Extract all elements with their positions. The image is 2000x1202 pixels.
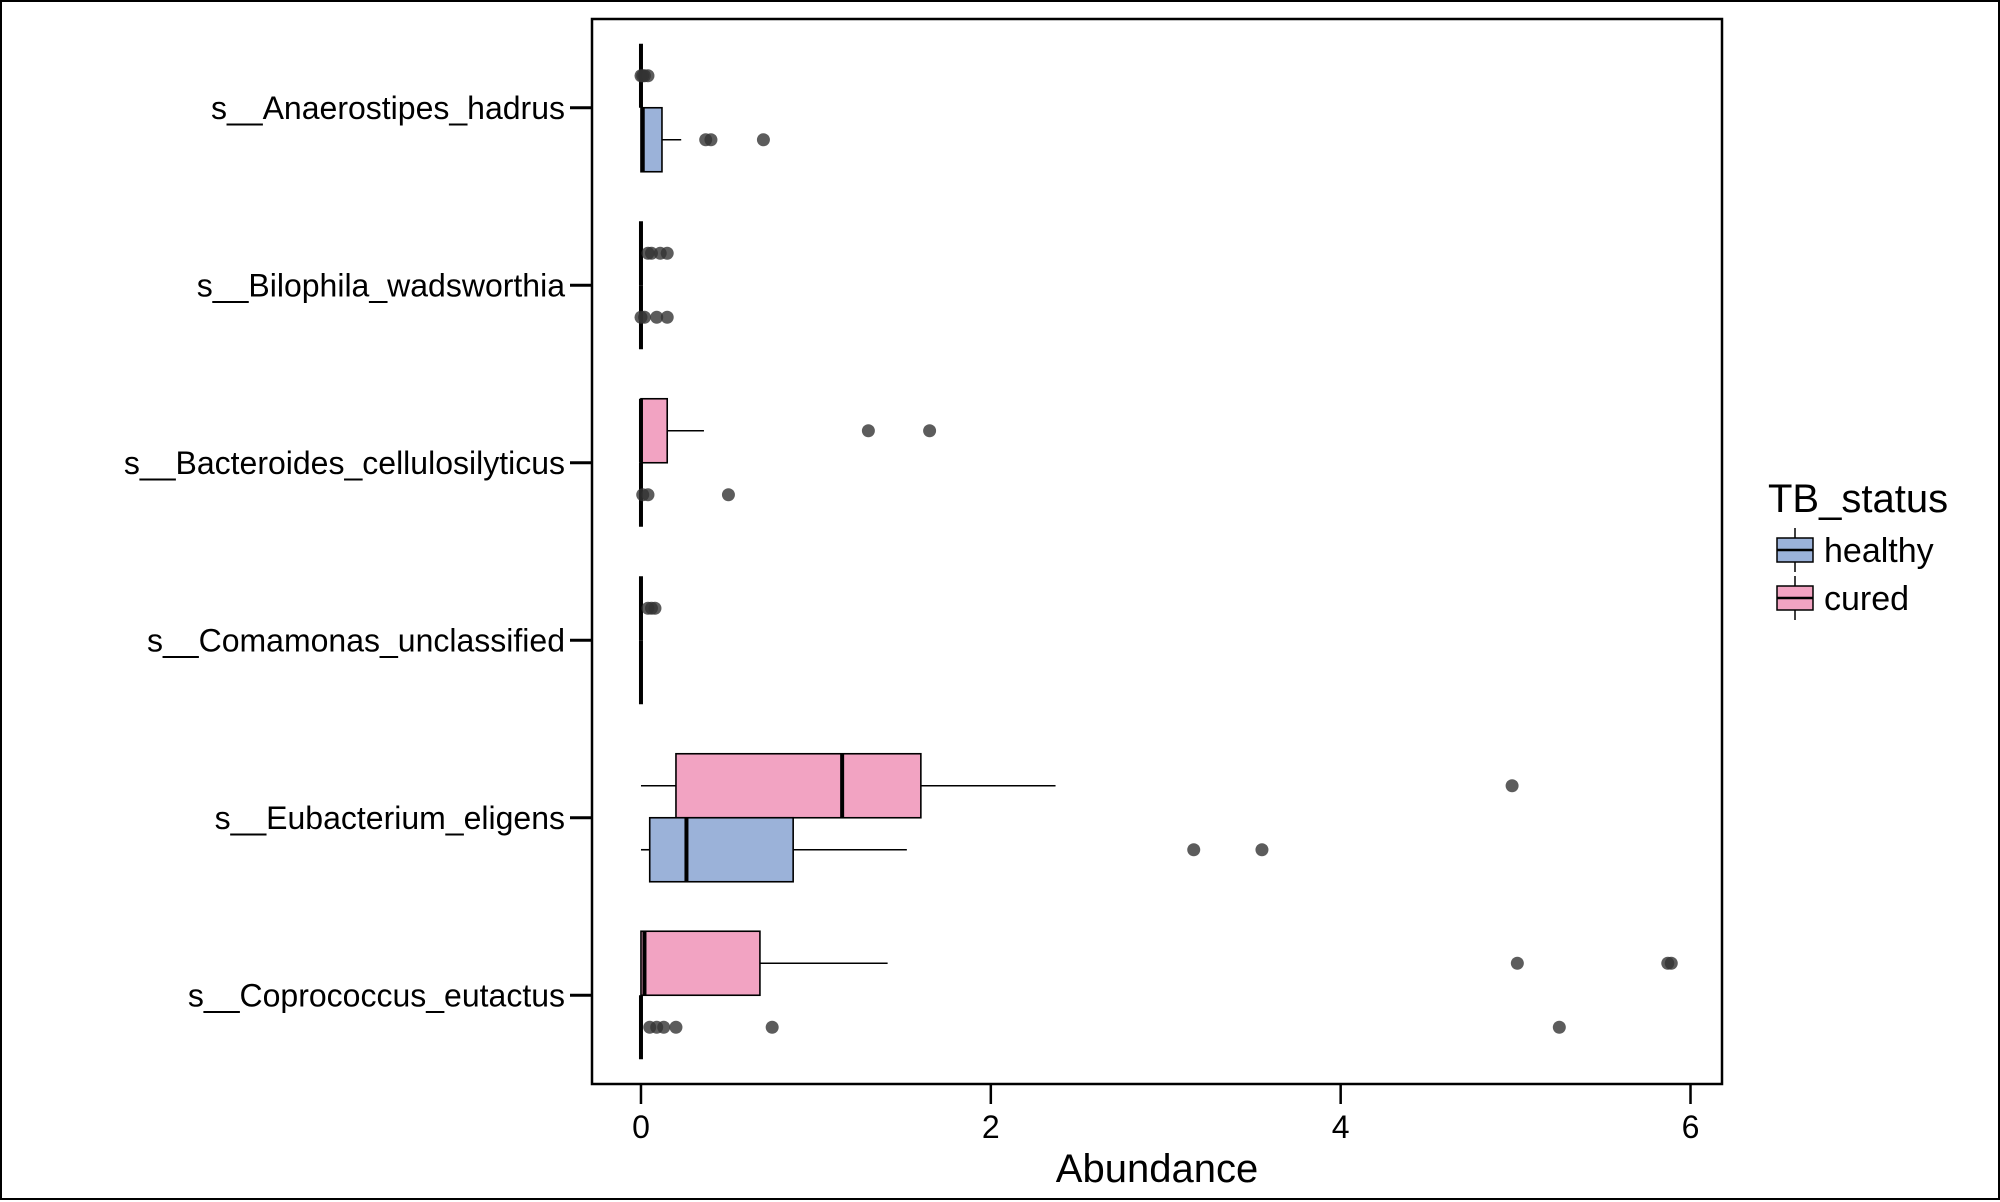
y-tick-label-s-anaerostipes-hadrus: s__Anaerostipes_hadrus [211,90,565,126]
x-tick-label-2: 2 [982,1109,1000,1145]
chart-marks [634,43,1678,1060]
outlier-cured-s-coprococcus-eutactus-2 [1664,956,1678,970]
box-body-cured-s-coprococcus-eutactus [640,930,761,997]
outlier-healthy-s-bilophila-wadsworthia-3 [660,310,674,324]
y-tick-label-s-eubacterium-eligens: s__Eubacterium_eligens [215,800,565,836]
box-cured-s-bilophila-wadsworthia [638,221,674,286]
box-healthy-s-anaerostipes-hadrus [640,106,770,173]
box-healthy-s-eubacterium-eligens [640,816,1269,883]
box-cured-s-bacteroides-cellulosilyticus [638,397,937,464]
outlier-cured-s-bilophila-wadsworthia-3 [660,246,674,260]
legend-label-cured: cured [1824,580,1909,618]
x-tick-label-6: 6 [1682,1109,1700,1145]
box-cured-s-anaerostipes-hadrus [634,43,655,108]
outlier-healthy-s-coprococcus-eutactus-2 [657,1020,671,1034]
box-healthy-s-bacteroides-cellulosilyticus [636,462,735,527]
box-body-healthy-s-eubacterium-eligens [648,816,794,883]
legend-label-healthy: healthy [1824,532,1934,570]
legend: TB_status healthy cured [1768,477,1948,620]
outlier-cured-s-bacteroides-cellulosilyticus-1 [923,424,937,438]
outlier-healthy-s-anaerostipes-hadrus-2 [756,133,770,147]
x-tick-label-0: 0 [632,1109,650,1145]
y-tick-label-s-coprococcus-eutactus: s__Coprococcus_eutactus [188,977,565,1013]
outlier-cured-s-anaerostipes-hadrus-3 [641,69,655,83]
outlier-cured-s-bacteroides-cellulosilyticus-0 [861,424,875,438]
box-healthy-s-coprococcus-eutactus [638,995,1566,1060]
box-body-cured-s-bacteroides-cellulosilyticus [640,397,669,464]
outlier-healthy-s-coprococcus-eutactus-3 [669,1020,683,1034]
outlier-healthy-s-bacteroides-cellulosilyticus-2 [721,488,735,502]
legend-item-cured: cured [1776,576,1909,620]
outlier-healthy-s-eubacterium-eligens-1 [1255,843,1269,857]
box-cured-s-eubacterium-eligens [640,752,1519,819]
outlier-cured-s-coprococcus-eutactus-0 [1510,956,1524,970]
outlier-healthy-s-bilophila-wadsworthia-1 [637,310,651,324]
x-axis-title: Abundance [1056,1147,1258,1191]
y-tick-label-s-comamonas-unclassified: s__Comamonas_unclassified [147,622,565,658]
x-axis: 0 2 4 6 [632,1084,1699,1145]
outlier-healthy-s-bilophila-wadsworthia-2 [650,310,664,324]
box-cured-s-coprococcus-eutactus [640,930,1678,997]
plot-panel-border [590,17,1724,1086]
y-tick-label-s-bilophila-wadsworthia: s__Bilophila_wadsworthia [197,267,565,303]
outlier-cured-s-comamonas-unclassified-2 [648,601,662,615]
outlier-healthy-s-coprococcus-eutactus-4 [765,1020,779,1034]
y-axis: s__Anaerostipes_hadrus s__Bilophila_wadsw… [124,90,592,1013]
box-healthy-s-bilophila-wadsworthia [634,285,674,350]
x-tick-label-4: 4 [1332,1109,1350,1145]
box-cured-s-comamonas-unclassified [638,576,662,641]
box-body-cured-s-eubacterium-eligens [675,752,922,819]
outlier-healthy-s-bacteroides-cellulosilyticus-1 [641,488,655,502]
legend-item-healthy: healthy [1776,528,1934,572]
outlier-healthy-s-coprococcus-eutactus-5 [1552,1020,1566,1034]
outlier-healthy-s-eubacterium-eligens-0 [1187,843,1201,857]
legend-title: TB_status [1768,477,1948,521]
outlier-healthy-s-anaerostipes-hadrus-1 [704,133,718,147]
outlier-cured-s-eubacterium-eligens-0 [1505,779,1519,793]
y-tick-label-s-bacteroides-cellulosilyticus: s__Bacteroides_cellulosilyticus [124,445,565,481]
